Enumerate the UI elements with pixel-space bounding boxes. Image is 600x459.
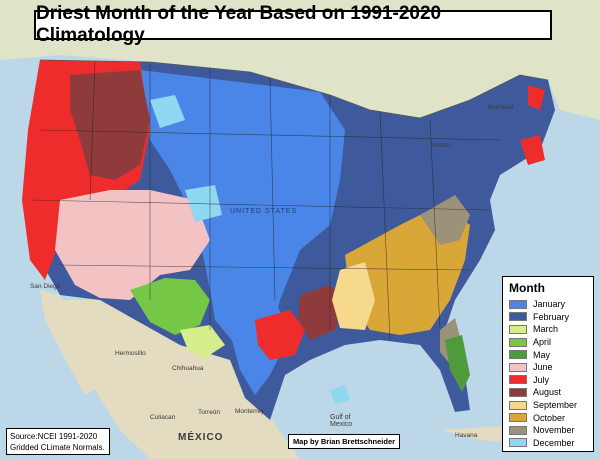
us-region-january xyxy=(140,70,345,350)
legend-item: November xyxy=(509,424,587,437)
us-region-june xyxy=(55,190,210,300)
legend-item: August xyxy=(509,386,587,399)
legend-title: Month xyxy=(509,281,545,295)
legend-item: February xyxy=(509,311,587,324)
us-region-july-texas xyxy=(255,310,305,360)
legend-item: January xyxy=(509,298,587,311)
mexico-land xyxy=(60,300,300,459)
legend-item: June xyxy=(509,361,587,374)
us-region-september xyxy=(332,262,375,330)
legend-swatch xyxy=(509,387,527,397)
legend-label: January xyxy=(533,299,566,310)
legend-swatch xyxy=(509,425,527,435)
label-toronto: Toronto xyxy=(430,142,452,149)
legend-swatch xyxy=(509,299,527,309)
legend-item: October xyxy=(509,411,587,424)
legend-label: December xyxy=(533,437,575,448)
label-chihuahua: Chihuahua xyxy=(172,365,204,372)
label-gulf: Gulf of Mexico xyxy=(330,414,352,428)
border-canada xyxy=(39,59,549,119)
legend-label: August xyxy=(533,387,562,398)
legend-swatch xyxy=(509,375,527,385)
label-havana: Havana xyxy=(455,432,478,439)
label-gulf-line1: Gulf of xyxy=(330,414,351,421)
legend-label: June xyxy=(533,362,553,373)
map-title-box: Driest Month of the Year Based on 1991-2… xyxy=(34,3,552,46)
legend-label: April xyxy=(533,337,552,348)
credit-text: Map by Brian Brettschneider xyxy=(292,437,396,446)
us-region-march xyxy=(180,325,225,358)
legend-label: July xyxy=(533,374,550,385)
legend-swatch xyxy=(509,337,527,347)
legend-item: May xyxy=(509,348,587,361)
legend-swatch xyxy=(509,350,527,360)
legend-swatch xyxy=(509,400,527,410)
legend-label: October xyxy=(533,412,566,423)
label-mexico: MÉXICO xyxy=(178,432,224,443)
legend-label: September xyxy=(533,400,578,411)
label-gulf-line2: Mexico xyxy=(330,421,353,428)
label-torreon: Torreón xyxy=(198,409,221,416)
state-lines xyxy=(29,61,501,341)
source-line-1: Source:NCEI 1991-2020 xyxy=(10,432,98,441)
legend-swatch xyxy=(509,362,527,372)
label-montreal: Montreal xyxy=(488,104,514,111)
legend-item: December xyxy=(509,437,587,450)
label-san-diego: San Diego xyxy=(30,283,61,290)
label-monterrey: Monterrey xyxy=(235,408,265,415)
legend-swatch xyxy=(509,413,527,423)
legend-label: March xyxy=(533,324,559,335)
legend-item: March xyxy=(509,323,587,336)
label-culiacan: Culiacan xyxy=(150,414,176,421)
legend-swatch xyxy=(509,312,527,322)
source-box: Source:NCEI 1991-2020 Gridded CLimate No… xyxy=(6,428,110,455)
legend-swatch xyxy=(509,324,527,334)
legend-label: February xyxy=(533,311,570,322)
legend-item: July xyxy=(509,374,587,387)
legend: Month January February March April May June Ju… xyxy=(502,276,594,452)
us-region-may-florida xyxy=(445,335,470,392)
us-region-november xyxy=(420,195,470,370)
us-region-july-northeast xyxy=(520,85,545,165)
legend-item: April xyxy=(509,336,587,349)
credit-box: Map by Brian Brettschneider xyxy=(288,434,400,449)
source-line-2: Gridded CLimate Normals. xyxy=(10,443,105,452)
legend-item: September xyxy=(509,399,587,412)
label-united-states: UNITED STATES xyxy=(230,208,298,215)
label-hermosillo: Hermosillo xyxy=(115,350,146,357)
legend-items: January February March April May June July Augu… xyxy=(509,298,587,449)
us-region-august-west xyxy=(70,70,150,180)
baja-land xyxy=(40,290,95,395)
legend-label: November xyxy=(533,425,575,436)
legend-swatch xyxy=(509,438,527,448)
map-title: Driest Month of the Year Based on 1991-2… xyxy=(36,3,442,46)
legend-label: May xyxy=(533,349,551,360)
